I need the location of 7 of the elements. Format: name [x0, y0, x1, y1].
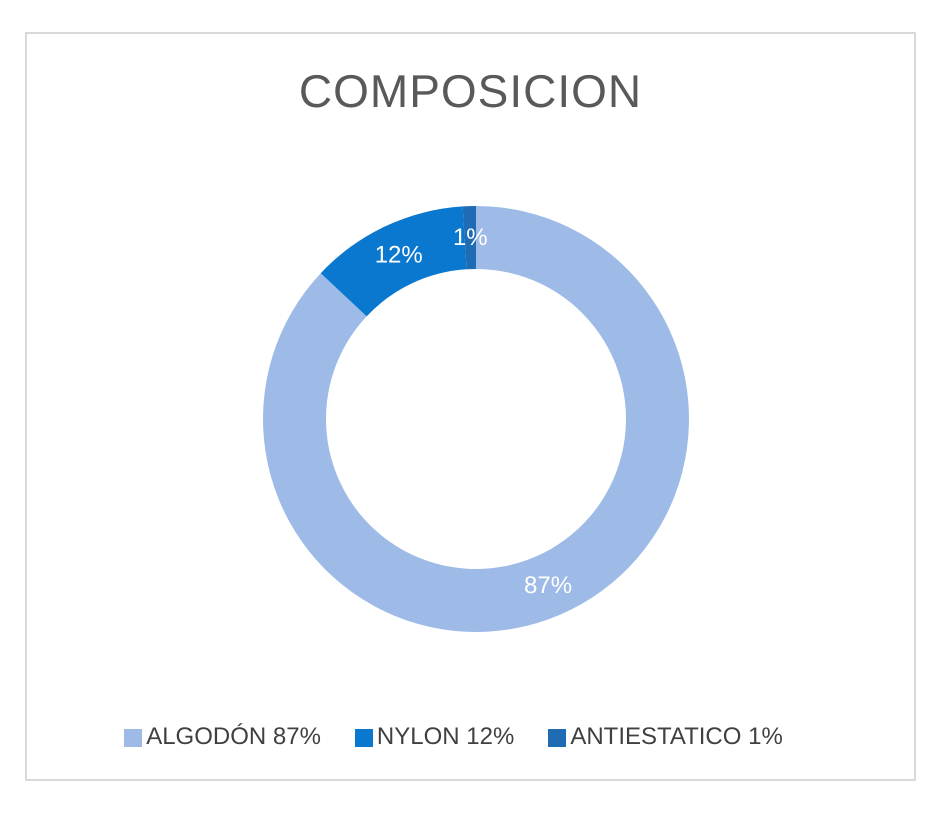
legend-label: ANTIESTATICO 1% [570, 723, 783, 750]
data-label: 87% [524, 572, 572, 600]
data-label: 12% [374, 241, 423, 268]
legend-label: NYLON 12% [376, 723, 514, 750]
chart-title: COMPOSICION [298, 64, 644, 118]
donut-slice [263, 206, 689, 632]
legend-label: ALGODÓN 87% [146, 723, 321, 750]
